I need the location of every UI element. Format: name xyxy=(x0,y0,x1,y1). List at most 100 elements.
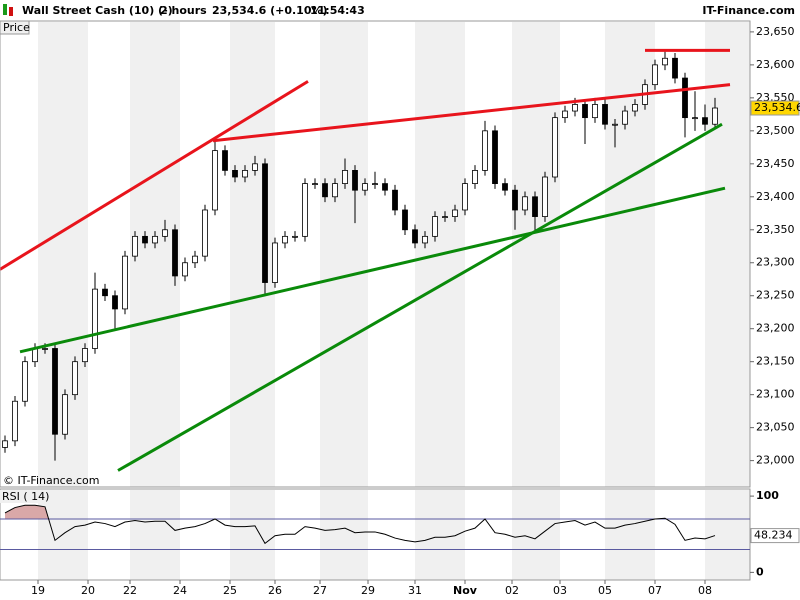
trendline xyxy=(19,186,726,354)
candle-body xyxy=(392,189,398,211)
header-bar xyxy=(0,0,800,20)
candle-body xyxy=(472,170,478,184)
candle-body xyxy=(122,255,128,310)
candle-body xyxy=(432,216,438,237)
x-tick-label: 29 xyxy=(361,584,375,597)
x-tick-label: 07 xyxy=(648,584,662,597)
y-tick-label: 23,600 xyxy=(756,58,795,71)
x-tick-label: 19 xyxy=(31,584,45,597)
candle-body xyxy=(42,348,48,350)
candle-body xyxy=(532,196,538,217)
day-stripe xyxy=(230,22,275,487)
candle-body xyxy=(712,107,718,125)
candle-body xyxy=(352,170,358,191)
candle-body xyxy=(582,104,588,119)
candle-body xyxy=(282,235,288,244)
x-tick-label: Nov xyxy=(453,584,478,597)
y-tick-label: 23,650 xyxy=(756,25,795,38)
candle-body xyxy=(332,183,338,198)
day-stripe xyxy=(512,22,560,487)
day-stripe xyxy=(130,22,180,487)
candle-body xyxy=(62,394,68,435)
candle-body xyxy=(262,163,268,283)
candle-body xyxy=(192,255,198,264)
candle-body xyxy=(132,235,138,257)
y-tick-label: 23,450 xyxy=(756,157,795,170)
candle-body xyxy=(672,57,678,79)
candle-body xyxy=(562,110,568,119)
candle-body xyxy=(162,229,168,237)
y-tick-label: 23,350 xyxy=(756,223,795,236)
candle-body xyxy=(12,400,18,442)
rsi-last-label: 48.234 xyxy=(754,529,793,542)
y-tick-label: 23,000 xyxy=(756,454,795,467)
candle-body xyxy=(592,104,598,119)
x-tick-label: 27 xyxy=(313,584,327,597)
day-stripe xyxy=(705,490,750,580)
day-stripe xyxy=(230,490,275,580)
day-stripe xyxy=(38,490,88,580)
quote: 23,534.6 (+0.10%) xyxy=(212,4,328,17)
candle-body xyxy=(512,189,518,211)
candle-body xyxy=(382,183,388,191)
candle-body xyxy=(92,288,98,349)
brand: IT-Finance.com xyxy=(702,4,795,17)
candle-body xyxy=(452,209,458,217)
y-tick-label: 23,250 xyxy=(756,289,795,302)
candle-body xyxy=(402,209,408,231)
y-tick-label: 23,500 xyxy=(756,124,795,137)
candle-body xyxy=(492,130,498,184)
candle-body xyxy=(422,235,428,244)
x-tick-label: 02 xyxy=(505,584,519,597)
last-price-box xyxy=(750,100,800,116)
candle-body xyxy=(322,183,328,198)
icon xyxy=(9,7,13,16)
candle-body xyxy=(542,176,548,217)
candle-body xyxy=(212,150,218,211)
candle-body xyxy=(372,183,378,185)
x-tick-label: 20 xyxy=(81,584,95,597)
y-tick-label: 23,100 xyxy=(756,388,795,401)
price-pane xyxy=(0,20,751,488)
candle-body xyxy=(292,235,298,238)
candle-body xyxy=(32,348,38,363)
day-stripe xyxy=(130,490,180,580)
instrument: Wall Street Cash (10) (-) xyxy=(22,4,173,17)
candle-body xyxy=(142,235,148,244)
candle-body xyxy=(572,104,578,112)
candle-body xyxy=(612,123,618,126)
candle-body xyxy=(72,361,78,396)
y-tick-label: 23,400 xyxy=(756,190,795,203)
candle-body xyxy=(522,196,528,211)
candle-body xyxy=(52,348,58,435)
trendline xyxy=(0,80,309,271)
candle-body xyxy=(482,130,488,171)
x-tick-label: 31 xyxy=(408,584,422,597)
candle-body xyxy=(442,216,448,218)
copyright: © IT-Finance.com xyxy=(3,474,100,487)
candle-body xyxy=(82,348,88,363)
candle-body xyxy=(342,170,348,184)
candle-body xyxy=(692,117,698,120)
rsi-tick-label: 100 xyxy=(756,489,779,502)
candle-body xyxy=(112,295,118,310)
icon xyxy=(3,4,7,15)
day-stripe xyxy=(605,490,655,580)
trendline xyxy=(117,122,723,472)
x-tick-label: 05 xyxy=(598,584,612,597)
y-tick-label: 23,150 xyxy=(756,355,795,368)
rsi-pane xyxy=(0,488,751,581)
candle-body xyxy=(312,183,318,185)
timeframe: 2 hours xyxy=(160,4,207,17)
time: 11:54:43 xyxy=(310,4,365,17)
x-tick-label: 24 xyxy=(173,584,187,597)
rsi-line xyxy=(4,504,716,545)
day-stripe xyxy=(512,490,560,580)
candle-body xyxy=(102,288,108,297)
day-stripe xyxy=(705,22,750,487)
candle-body xyxy=(172,229,178,277)
x-tick-label: 08 xyxy=(698,584,712,597)
rsi-tag xyxy=(0,490,48,503)
candle-body xyxy=(662,57,668,66)
y-tick-label: 23,300 xyxy=(756,256,795,269)
